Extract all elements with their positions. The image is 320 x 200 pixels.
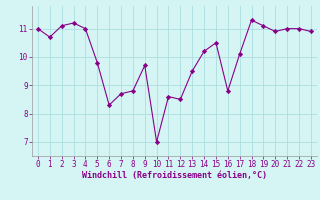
X-axis label: Windchill (Refroidissement éolien,°C): Windchill (Refroidissement éolien,°C) bbox=[82, 171, 267, 180]
